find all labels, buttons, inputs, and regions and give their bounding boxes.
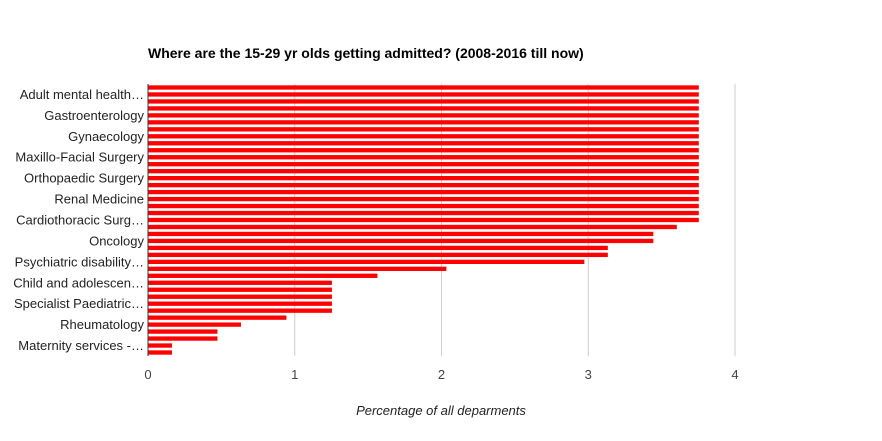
- category-label: Renal Medicine: [54, 192, 144, 207]
- bar: [148, 99, 699, 104]
- bar: [148, 343, 172, 348]
- bar: [148, 315, 287, 320]
- category-label: Child and adolescen…: [13, 275, 144, 290]
- bar: [148, 120, 699, 125]
- bar: [148, 308, 332, 313]
- bar: [148, 224, 677, 230]
- bar: [148, 175, 699, 181]
- category-label: Psychiatric disability…: [15, 254, 144, 269]
- bar: [148, 322, 241, 327]
- category-label: Specialist Paediatric…: [14, 296, 144, 311]
- category-label: Gastroenterology: [44, 108, 144, 123]
- bar: [148, 127, 699, 132]
- bar: [148, 238, 654, 244]
- bar: [148, 231, 654, 237]
- x-axis-title: Percentage of all deparments: [356, 403, 526, 418]
- x-tick-label: 1: [291, 367, 298, 382]
- bar: [148, 245, 608, 251]
- category-label: Adult mental health…: [20, 87, 144, 102]
- bar: [148, 113, 699, 118]
- x-tick-labels: 0 1 2 3 4: [144, 367, 738, 382]
- bar: [148, 273, 378, 278]
- category-label: Rheumatology: [60, 317, 144, 332]
- bar: [148, 336, 218, 341]
- bar: [148, 134, 699, 139]
- bar: [148, 217, 699, 223]
- bar: [148, 92, 699, 97]
- bar: [148, 85, 699, 90]
- bar: [148, 287, 332, 292]
- category-labels: Adult mental health… Gastroenterology Gyna…: [13, 87, 144, 353]
- x-tick-label: 0: [144, 367, 151, 382]
- bar: [148, 266, 447, 271]
- bar: [148, 189, 699, 195]
- category-label: Gynaecology: [68, 129, 144, 144]
- bar: [148, 301, 332, 306]
- category-label: Maternity services -…: [18, 338, 144, 353]
- bar: [148, 280, 332, 285]
- x-tick-label: 2: [438, 367, 445, 382]
- bar: [148, 162, 699, 167]
- bar: [148, 294, 332, 299]
- bar: [148, 196, 699, 202]
- x-tick-label: 3: [585, 367, 592, 382]
- bar: [148, 210, 699, 216]
- bar: [148, 148, 699, 153]
- bar: [148, 106, 699, 111]
- bars: [148, 85, 699, 355]
- bar: [148, 259, 585, 265]
- bar: [148, 169, 699, 174]
- category-label: Cardiothoracic Surg…: [16, 213, 144, 228]
- bar: [148, 182, 699, 188]
- category-label: Orthopaedic Surgery: [24, 171, 144, 186]
- bar: [148, 155, 699, 160]
- category-label: Oncology: [89, 233, 144, 248]
- bar: [148, 141, 699, 146]
- bar: [148, 203, 699, 209]
- chart-title: Where are the 15-29 yr olds getting admi…: [148, 45, 584, 61]
- bar: [148, 350, 172, 355]
- bar: [148, 252, 608, 258]
- category-label: Maxillo-Facial Surgery: [15, 150, 144, 165]
- bar: [148, 329, 218, 334]
- x-tick-label: 4: [731, 367, 738, 382]
